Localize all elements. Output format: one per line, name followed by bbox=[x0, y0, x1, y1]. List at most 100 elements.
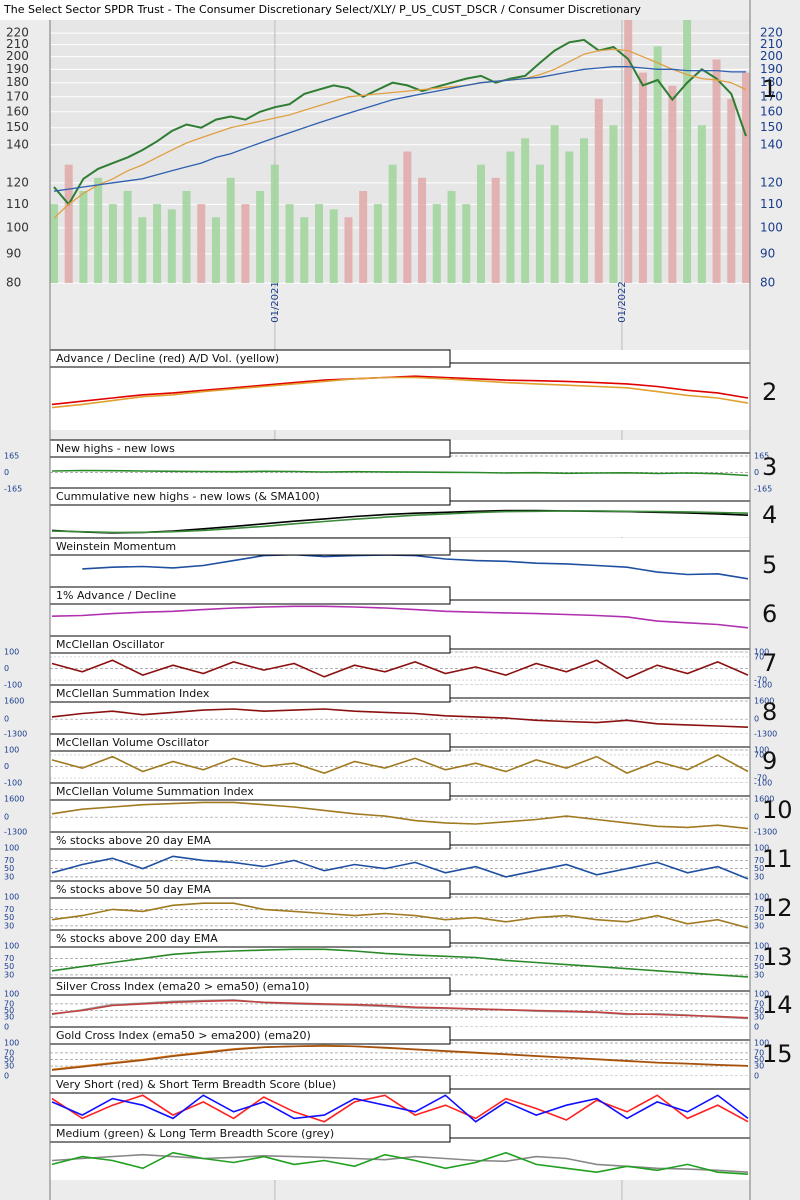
y2-tick-label: -100 bbox=[754, 779, 772, 788]
x-tick-label: 01/2021 bbox=[270, 281, 281, 323]
panel-title: Very Short (red) & Short Term Breadth Sc… bbox=[56, 1078, 336, 1091]
y2-tick-label: 70 bbox=[754, 652, 764, 661]
volume-bar bbox=[742, 72, 750, 283]
panel-number: 6 bbox=[762, 600, 777, 628]
y-tick-label: 0 bbox=[4, 468, 9, 477]
panel-title: McClellan Oscillator bbox=[56, 638, 165, 651]
y-tick-label-right: 30 bbox=[754, 921, 764, 930]
y-tick-label: 30 bbox=[4, 970, 14, 979]
panel-number: 12 bbox=[762, 894, 793, 922]
y-tick-label: 180 bbox=[6, 75, 29, 89]
panel-title: Cummulative new highs - new lows (& SMA1… bbox=[56, 490, 320, 503]
y-tick-label: 190 bbox=[6, 62, 29, 76]
volume-bar bbox=[403, 151, 412, 283]
y-tick-label-right: 120 bbox=[760, 175, 783, 189]
volume-bar bbox=[521, 138, 530, 283]
y-tick-label: 30 bbox=[4, 1062, 14, 1071]
y-tick-label: 1600 bbox=[4, 795, 24, 804]
volume-bar bbox=[270, 164, 279, 283]
y-tick-label: 0 bbox=[4, 715, 9, 724]
y-tick-label-right: 210 bbox=[760, 37, 783, 51]
indicator-line bbox=[51, 801, 749, 830]
y-tick-label-right: 80 bbox=[760, 276, 775, 290]
y-tick-label-right: 0 bbox=[754, 813, 759, 822]
y-tick-label-right: 100 bbox=[760, 220, 783, 234]
panel-title: 1% Advance / Decline bbox=[56, 589, 176, 602]
y2-tick-label: 100 bbox=[754, 746, 769, 755]
title-box bbox=[0, 0, 600, 20]
panel-title: Weinstein Momentum bbox=[56, 540, 176, 553]
volume-bar bbox=[712, 59, 721, 284]
y-tick-label-right: 200 bbox=[760, 49, 783, 63]
panel-title: McClellan Volume Summation Index bbox=[56, 785, 254, 798]
volume-bar bbox=[580, 138, 589, 283]
volume-bar bbox=[79, 190, 88, 283]
panel-number: 3 bbox=[762, 453, 777, 481]
y-tick-label-right: 0 bbox=[754, 1072, 759, 1081]
y-tick-label: 50 bbox=[4, 1006, 14, 1015]
y-tick-label-right: 190 bbox=[760, 62, 783, 76]
panel-title: % stocks above 200 day EMA bbox=[56, 932, 218, 945]
y-tick-label: 30 bbox=[4, 921, 14, 930]
moving-average bbox=[53, 66, 746, 192]
y-tick-label-right: 150 bbox=[760, 120, 783, 134]
volume-bar bbox=[447, 190, 456, 283]
indicator-line bbox=[51, 510, 749, 534]
volume-bar bbox=[388, 164, 397, 283]
y-tick-label: 160 bbox=[6, 104, 29, 118]
volume-bar bbox=[108, 204, 117, 283]
y-tick-label: 200 bbox=[6, 49, 29, 63]
panel-number: 13 bbox=[762, 943, 793, 971]
y-tick-label: 90 bbox=[6, 246, 21, 260]
volume-bar bbox=[197, 204, 206, 283]
y-tick-label-right: 70 bbox=[754, 856, 764, 865]
y-tick-label-right: 180 bbox=[760, 75, 783, 89]
y-tick-label-right: 165 bbox=[754, 452, 769, 461]
y-tick-label: 0 bbox=[4, 1072, 9, 1081]
y-tick-label: 100 bbox=[4, 1039, 19, 1048]
y-tick-label: 30 bbox=[4, 1013, 14, 1022]
panel-title: % stocks above 50 day EMA bbox=[56, 883, 211, 896]
y-tick-label-right: 70 bbox=[754, 1048, 764, 1057]
panel-number: 11 bbox=[762, 845, 793, 873]
indicator-line bbox=[51, 469, 749, 477]
y2-tick-label: 100 bbox=[754, 648, 769, 657]
chart-title: The Select Sector SPDR Trust - The Consu… bbox=[3, 3, 641, 16]
panel-number: 8 bbox=[762, 698, 777, 726]
volume-bar bbox=[668, 85, 677, 283]
x-tick-label: 01/2022 bbox=[617, 281, 628, 323]
y-tick-label: 70 bbox=[4, 856, 14, 865]
volume-bar bbox=[638, 72, 647, 283]
indicator-line bbox=[51, 659, 749, 680]
indicator-line bbox=[51, 708, 749, 728]
volume-bar bbox=[94, 177, 103, 283]
indicator-line bbox=[51, 999, 749, 1019]
y-tick-label: 100 bbox=[4, 746, 19, 755]
y-tick-label: 50 bbox=[4, 864, 14, 873]
y-tick-label-right: 220 bbox=[760, 26, 783, 40]
y2-tick-label: -70 bbox=[754, 774, 767, 783]
panel-title: Advance / Decline (red) A/D Vol. (yellow… bbox=[56, 352, 279, 365]
y-tick-label: 70 bbox=[4, 999, 14, 1008]
volume-bar bbox=[565, 151, 574, 283]
y-tick-label-right: 50 bbox=[754, 962, 764, 971]
moving-average bbox=[53, 48, 747, 219]
volume-bar bbox=[506, 151, 515, 283]
y-tick-label-right: 100 bbox=[754, 893, 769, 902]
y-tick-label-right: 0 bbox=[754, 468, 759, 477]
y-tick-label-right: 100 bbox=[754, 1039, 769, 1048]
y-tick-label-right: 50 bbox=[754, 864, 764, 873]
y-tick-label: -100 bbox=[4, 681, 22, 690]
y-tick-label: 120 bbox=[6, 175, 29, 189]
y-tick-label: 80 bbox=[6, 276, 21, 290]
volume-bar bbox=[535, 164, 544, 283]
y-tick-label: 150 bbox=[6, 120, 29, 134]
volume-bar bbox=[211, 217, 220, 283]
y-tick-label-right: 50 bbox=[754, 1055, 764, 1064]
y-tick-label: 170 bbox=[6, 89, 29, 103]
volume-bar bbox=[727, 98, 736, 284]
y-tick-label: 0 bbox=[4, 813, 9, 822]
panel-title: Medium (green) & Long Term Breadth Score… bbox=[56, 1127, 334, 1140]
y-tick-label: 100 bbox=[4, 844, 19, 853]
volume-bar bbox=[226, 177, 235, 283]
